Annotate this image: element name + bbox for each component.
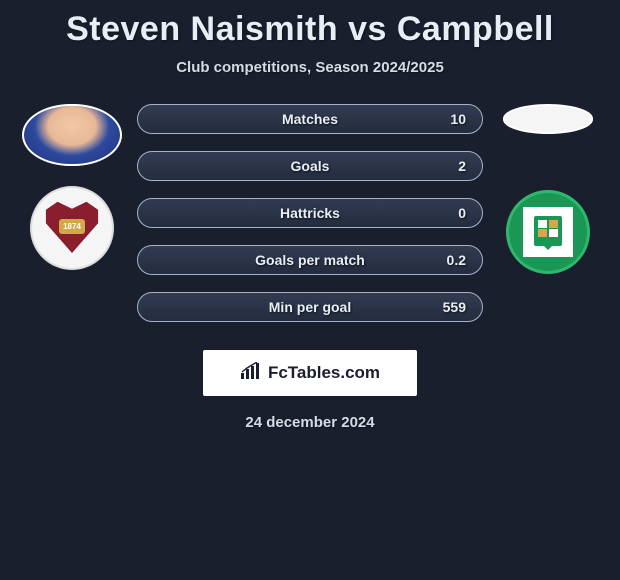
right-club-logo [506,190,590,274]
stat-row-gpm: Goals per match 0.2 [137,245,483,275]
left-player-avatar [22,104,122,166]
stat-right-value: 0.2 [430,252,466,268]
page-title: Steven Naismith vs Campbell [0,10,620,49]
stat-right-value: 2 [430,158,466,174]
left-club-logo: 1874 [30,186,114,270]
right-player-column [493,104,603,274]
date-label: 24 december 2024 [0,414,620,431]
hearts-year: 1874 [59,219,85,234]
stat-label: Goals per match [255,252,365,268]
stat-label: Min per goal [269,299,351,315]
comparison-card: Steven Naismith vs Campbell Club competi… [0,0,620,431]
stat-label: Matches [282,111,338,127]
stats-column: Matches 10 Goals 2 Hattricks 0 Goals per… [137,104,483,322]
stat-right-value: 10 [430,111,466,127]
hibs-shield-icon [528,212,568,252]
stat-label: Goals [291,158,330,174]
stat-right-value: 0 [430,205,466,221]
stat-row-hattricks: Hattricks 0 [137,198,483,228]
brand-badge[interactable]: FcTables.com [203,350,417,396]
subtitle: Club competitions, Season 2024/2025 [0,59,620,76]
left-player-column: 1874 [17,104,127,270]
stat-label: Hattricks [280,205,340,221]
stat-right-value: 559 [430,299,466,315]
stat-row-goals: Goals 2 [137,151,483,181]
hearts-crest-icon: 1874 [43,199,101,257]
hibernian-crest-icon [523,207,573,257]
content-row: 1874 Matches 10 Goals 2 Hattricks 0 [0,104,620,322]
stat-row-mpg: Min per goal 559 [137,292,483,322]
right-player-avatar [503,104,593,134]
brand-text: FcTables.com [268,363,380,383]
stat-row-matches: Matches 10 [137,104,483,134]
bar-chart-icon [240,362,262,385]
